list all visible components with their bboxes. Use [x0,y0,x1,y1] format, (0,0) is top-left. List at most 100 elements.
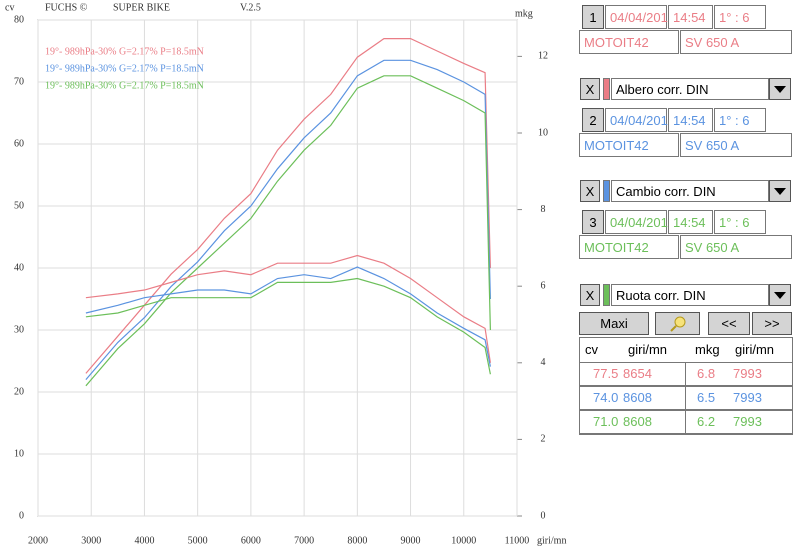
y2-tick-label: 10 [538,127,548,138]
y2-axis-label: mkg [515,8,533,19]
x-tick-label: 7000 [294,535,314,546]
table-value: 7993 [733,390,762,405]
run-bike: SV 650 A [680,235,792,259]
zoom-button[interactable] [655,312,700,335]
table-cell [579,386,686,410]
y-tick-label: 70 [14,76,24,87]
table-value: 7993 [733,414,762,429]
y-tick-label: 40 [14,262,24,273]
table-value: 8608 [623,414,652,429]
series-line [85,254,491,363]
header-brand: FUCHS © [45,2,88,13]
y-tick-label: 30 [14,324,24,335]
run-time: 14:54 [668,5,713,29]
x-tick-label: 9000 [401,535,421,546]
table-header: mkg [695,342,720,357]
y-axis-label: cv [5,2,14,13]
prev-button[interactable]: << [708,312,750,335]
table-cell [579,410,686,434]
color-stripe [603,284,610,306]
series-line [85,266,491,367]
x-tick-label: 3000 [81,535,101,546]
table-value: 7993 [733,366,762,381]
y-tick-label: 10 [14,448,24,459]
zoom-icon [669,316,685,332]
run-date: 04/04/2016 [605,108,675,132]
close-button[interactable]: X [580,284,600,306]
x-tick-label: 11000 [505,535,530,546]
run-number: 1 [582,5,604,29]
dropdown-arrow[interactable] [769,284,791,306]
arrow-icon [774,85,786,93]
table-value: 8654 [623,366,652,381]
series-line [85,277,491,375]
x-axis-label: giri/mn [537,535,566,546]
y2-tick-label: 2 [541,434,546,445]
run-time: 14:54 [668,210,713,234]
legend-entry: 19°- 989hPa-30% G=2.17% P=18.5mN [45,63,204,74]
y-tick-label: 80 [14,14,24,25]
x-tick-label: 6000 [241,535,261,546]
series-line [85,59,491,380]
x-tick-label: 4000 [134,535,154,546]
table-value: 8608 [623,390,652,405]
series-line [85,75,491,387]
x-tick-label: 8000 [347,535,367,546]
y2-tick-label: 6 [541,280,546,291]
table-value: 6.2 [697,414,716,429]
close-button[interactable]: X [580,78,600,100]
y-tick-label: 0 [19,510,24,521]
y2-tick-label: 0 [541,510,546,521]
chart: cv FUCHS © SUPER BIKE V.2.5 mkg giri/mn … [5,2,566,546]
next-button[interactable]: >> [752,312,792,335]
table-cell [685,410,793,434]
legend-entry: 19°- 989hPa-30% G=2.17% P=18.5mN [45,46,204,57]
header-version: V.2.5 [240,2,261,13]
table-cell [685,362,793,386]
run-number: 2 [582,108,604,132]
y-tick-label: 60 [14,138,24,149]
dropdown-arrow[interactable] [769,180,791,202]
table-value: 77.5 [593,366,619,381]
table-header: cv [585,342,598,357]
run-gear: 1° : 6 [714,108,766,132]
table-value: 6.8 [697,366,716,381]
y2-tick-label: 8 [541,204,546,215]
table-header: giri/mn [628,342,668,357]
color-stripe [603,180,610,202]
run-rider: MOTOIT42 [579,30,679,54]
arrow-icon [774,291,786,299]
x-tick-label: 10000 [451,535,476,546]
run-bike: SV 650 A [680,133,792,157]
y2-tick-label: 12 [538,51,548,62]
table-value: 74.0 [593,390,619,405]
color-stripe [603,78,610,100]
run-time: 14:54 [668,108,713,132]
y-tick-label: 50 [14,200,24,211]
run-number: 3 [582,210,604,234]
close-button[interactable]: X [580,180,600,202]
table-header: giri/mn [735,342,775,357]
table-value: 71.0 [593,414,619,429]
arrow-icon [774,187,786,195]
x-tick-label: 2000 [28,535,48,546]
correction-select[interactable]: Ruota corr. DIN [611,284,769,306]
run-gear: 1° : 6 [714,5,766,29]
table-value: 6.5 [697,390,716,405]
dropdown-arrow[interactable] [769,78,791,100]
x-tick-label: 5000 [188,535,208,546]
correction-select[interactable]: Cambio corr. DIN [611,180,769,202]
correction-select[interactable]: Albero corr. DIN [611,78,769,100]
run-rider: MOTOIT42 [579,235,679,259]
run-date: 04/04/2016 [605,210,675,234]
legend-entry: 19°- 989hPa-30% G=2.17% P=18.5mN [45,80,204,91]
table-cell [685,386,793,410]
maxi-button[interactable]: Maxi [579,312,649,335]
run-bike: SV 650 A [680,30,792,54]
y2-tick-label: 4 [541,357,546,368]
y-tick-label: 20 [14,386,24,397]
run-date: 04/04/2016 [605,5,675,29]
run-rider: MOTOIT42 [579,133,679,157]
run-gear: 1° : 6 [714,210,766,234]
